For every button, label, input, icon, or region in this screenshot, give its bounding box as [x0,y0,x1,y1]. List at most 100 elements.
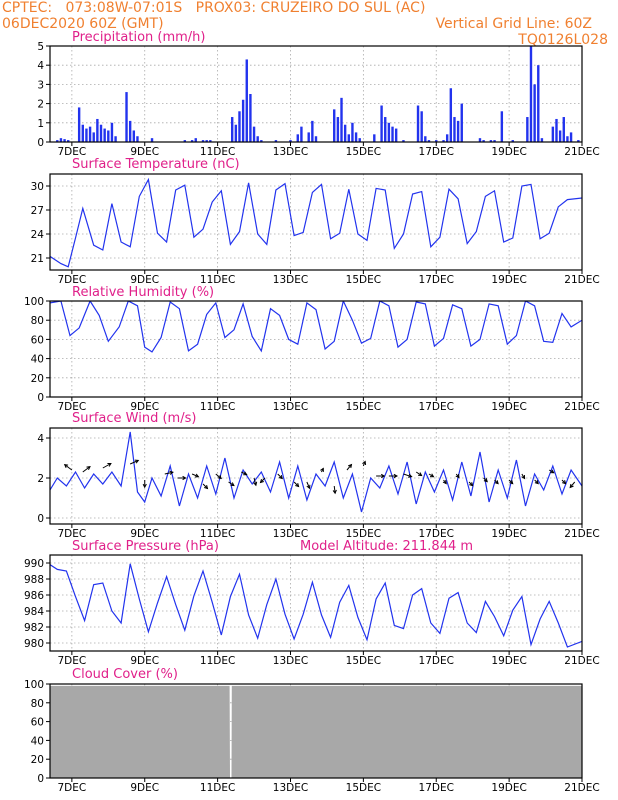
panel-frame [49,427,583,525]
precip-bar [260,140,263,142]
precip-bar [489,140,493,142]
plot-area [50,685,582,778]
wind-arrow-head [63,463,69,469]
precip-bar [132,130,136,142]
precip-bar [85,128,88,142]
precip-bar [238,111,241,142]
series-line [50,563,582,648]
precip-bar [478,138,482,142]
panel-title: Surface Pressure (hPa) [72,539,219,554]
y-tick-label: 60 [31,334,44,346]
y-tick-label: 2 [37,473,44,485]
precip-bar [500,111,504,142]
x-tick-label: 13DEC [273,401,308,413]
x-tick-label: 19DEC [491,274,526,286]
wind-arrow [215,473,222,479]
y-tick-label: 80 [31,315,44,327]
precip-bar [526,117,529,142]
grid [50,428,583,524]
wind-arrow-head [134,459,140,464]
x-tick-label: 15DEC [346,401,381,413]
y-tick-label: 80 [31,698,44,710]
precip-bar [347,134,350,142]
precip-bar [209,140,212,142]
y-tick-label: 990 [24,558,44,570]
x-tick-label: 17DEC [419,401,454,413]
precip-bar [351,122,354,142]
precip-bar [67,140,70,142]
wind-arrow-head [348,463,353,469]
model-code: TQ0126L028 [518,32,608,48]
precip-bar [424,136,427,142]
precip-bar [110,122,114,142]
x-tick-label: 11DEC [200,655,235,667]
precip-bar [136,136,139,142]
x-tick-label: 15DEC [346,146,381,158]
precip-bar [114,136,117,142]
y-tick-label: 0 [37,773,44,785]
wind-arrow [164,471,173,475]
x-tick-label: 13DEC [273,655,308,667]
precip-bar [201,140,205,142]
x-tick-label: 17DEC [419,782,454,794]
x-tick-label: 9DEC [130,274,159,286]
x-tick-label: 21DEC [564,655,599,667]
y-tick-label: 986 [24,590,44,602]
precip-bar [537,65,540,142]
plot-area [50,177,582,268]
x-tick-label: 9DEC [130,146,159,158]
precip-bar [307,132,310,142]
run-date: 06DEC2020 60Z (GMT) [2,16,164,32]
plot-area [56,46,580,142]
wind-arrow-head [569,483,574,489]
wind-arrow-head [332,489,337,495]
x-tick-label: 7DEC [57,655,86,667]
x-tick-label: 21DEC [564,528,599,540]
precip-bar [427,140,431,142]
precip-bar [482,140,485,142]
wind-arrow-head [442,480,447,485]
precip-bar [88,126,92,142]
x-tick-label: 19DEC [491,146,526,158]
precip-bar [77,107,81,142]
x-tick-label: 13DEC [273,274,308,286]
x-tick-label: 13DEC [273,146,308,158]
precip-bar [420,111,423,142]
x-tick-label: 19DEC [491,655,526,667]
x-tick-label: 21DEC [564,274,599,286]
precip-bar [125,92,128,142]
precip-bar [373,134,376,142]
precip-bar [183,140,187,142]
wind-arrow-head [306,484,311,490]
precip-bar [445,134,449,142]
panel-frame [49,683,583,779]
panel-frame [49,300,583,398]
wind-arrow [253,477,257,486]
x-tick-label: 21DEC [564,782,599,794]
panel-frame [49,45,583,143]
precip-bar [256,136,259,142]
panel-3: Relative Humidity (%) 0 20 40 60 80 100 7DEC 9DE… [24,285,600,413]
x-tick-label: 11DEC [200,528,235,540]
wind-arrow-head [509,480,514,485]
y-tick-label: 3 [37,79,44,91]
wind-arrow-head [521,474,526,480]
precip-bar [566,136,569,142]
wind-arrow [403,473,412,478]
panel-title: Surface Wind (m/s) [72,411,196,426]
x-tick-label: 7DEC [57,401,86,413]
x-tick-label: 11DEC [200,146,235,158]
precip-bar [354,132,358,142]
precip-bar [442,140,445,142]
x-tick-label: 9DEC [130,528,159,540]
y-tick-label: 0 [37,513,44,525]
precip-bar [107,130,110,142]
wind-arrow-head [230,482,235,487]
panel-1: Precipitation (mm/h) 0 1 2 3 4 5 7DEC 9DEC 11DEC 1… [37,30,599,158]
precip-bar [205,140,208,142]
series-line [50,431,582,513]
precip-bar [150,138,154,142]
x-tick-label: 15DEC [346,655,381,667]
precip-bar [128,120,132,142]
plot-area [50,431,582,513]
